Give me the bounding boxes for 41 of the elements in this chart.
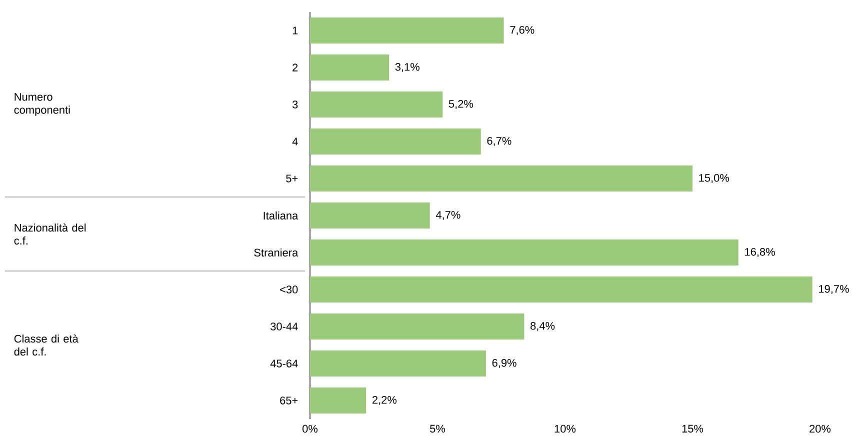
data-label: 5,2% [448,100,474,110]
data-label: 3,1% [395,62,420,72]
data-label: 2,2% [372,396,397,406]
y-tick-label: 2 [292,64,298,72]
bar [310,18,504,44]
x-tick-label: 5% [430,424,446,433]
data-label: 19,7% [819,284,849,294]
bar [310,388,366,414]
x-tick-label: 15% [682,424,704,433]
bar [310,276,812,303]
data-label: 6,9% [492,358,516,368]
data-label: 8,4% [530,322,555,332]
bar [310,240,738,266]
data-label: 4,7% [436,211,460,220]
bar [310,128,481,155]
y-tick-label: Italiana [264,211,298,220]
y-tick-label: 3 [292,100,298,108]
bar [310,92,443,118]
data-label: 16,8% [745,248,775,258]
data-label: 7,6% [510,26,534,36]
bar [310,54,390,80]
y-tick-label: Straniera [254,248,298,257]
data-label: 6,7% [487,136,512,146]
text: Classe di età del c.f. [14,334,78,356]
x-tick-label: 10% [554,424,576,433]
text: Nazionalità del c.f. [14,223,86,245]
data-label: 15,0% [699,174,730,184]
bar [310,314,524,340]
text: Numero componenti [14,93,70,116]
y-tick-label: <30 [280,286,298,294]
bar [310,202,430,229]
bar [310,166,692,192]
y-tick-label: 5+ [286,174,298,182]
y-tick-label: 30-44 [270,322,298,330]
y-tick-label: 65+ [280,396,298,404]
y-tick-label: 4 [292,138,298,146]
y-tick-label: 1 [292,26,298,34]
x-tick-label: 20% [810,424,831,433]
y-tick-label: 45-64 [270,360,298,368]
x-tick-label: 0% [302,424,318,433]
bar [310,350,486,377]
